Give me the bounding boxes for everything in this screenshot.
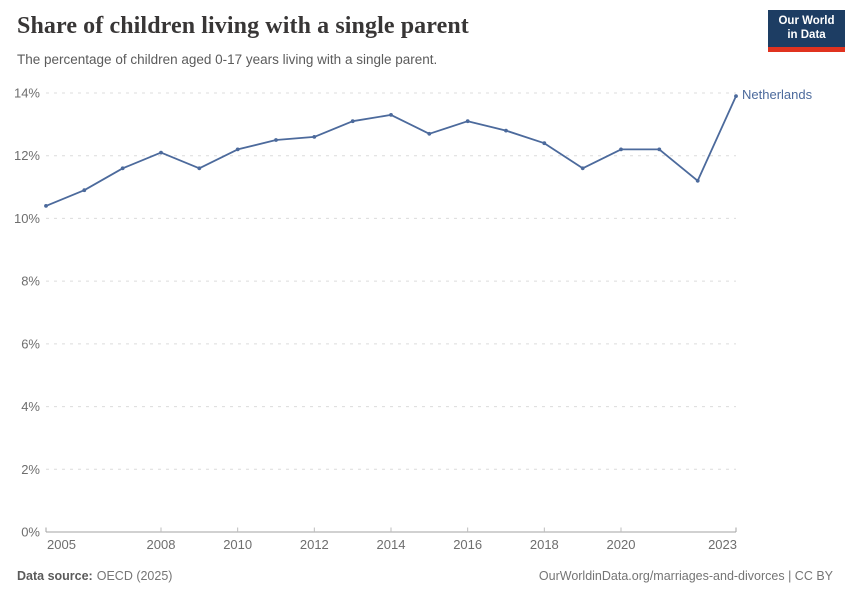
- page-subtitle: The percentage of children aged 0-17 yea…: [17, 52, 438, 67]
- datasource-value: OECD (2025): [96, 569, 173, 583]
- netherlands-point-2020: [619, 147, 623, 152]
- netherlands-point-2023: [734, 94, 738, 98]
- netherlands-point-2006: [82, 188, 87, 193]
- owid-logo-line1: Our World: [778, 15, 835, 27]
- series-label-netherlands: Netherlands: [742, 87, 813, 102]
- netherlands-point-2012: [312, 135, 317, 139]
- y-tick-label-6: 6%: [21, 336, 40, 351]
- x-tick-label-2014: 2014: [377, 537, 406, 552]
- netherlands-point-2010: [235, 147, 240, 152]
- owid-logo-line2: in Data: [787, 28, 826, 41]
- netherlands-point-2005: [44, 204, 48, 208]
- y-tick-label-2: 2%: [21, 462, 40, 477]
- x-tick-label-2018: 2018: [530, 537, 559, 552]
- netherlands-point-2016: [465, 119, 470, 124]
- netherlands-point-2009: [197, 166, 202, 171]
- netherlands-point-2015: [427, 131, 432, 136]
- netherlands-point-2021: [657, 147, 662, 152]
- netherlands-point-2019: [580, 166, 585, 171]
- netherlands-line: [45, 95, 737, 207]
- x-tick-label-2010: 2010: [223, 537, 252, 552]
- x-tick-label-2005: 2005: [47, 537, 76, 552]
- y-tick-label-10: 10%: [14, 211, 40, 226]
- footer-datasource: Data source: OECD (2025): [17, 569, 172, 584]
- netherlands-point-2011: [274, 138, 278, 142]
- netherlands-point-2022: [695, 178, 700, 183]
- page-title: Share of children living with a single p…: [17, 13, 469, 39]
- netherlands-point-2018: [542, 141, 547, 146]
- netherlands-point-2014: [389, 113, 393, 117]
- y-tick-label-8: 8%: [21, 274, 40, 289]
- datasource-label: Data source:: [17, 569, 93, 583]
- netherlands-point-2007: [120, 166, 125, 171]
- y-tick-label-14: 14%: [14, 86, 40, 101]
- netherlands-point-2013: [350, 119, 355, 124]
- y-tick-label-12: 12%: [14, 148, 40, 163]
- footer-credit: OurWorldinData.org/marriages-and-divorce…: [538, 569, 833, 583]
- x-tick-label-2023: 2023: [708, 537, 737, 552]
- owid-logo: Our World in Data: [768, 10, 845, 52]
- netherlands-point-2008: [159, 150, 163, 155]
- x-tick-label-2020: 2020: [607, 537, 636, 552]
- netherlands-point-2017: [504, 128, 508, 133]
- y-tick-label-0: 0%: [21, 525, 40, 540]
- x-tick-label-2012: 2012: [300, 537, 329, 552]
- y-tick-label-4: 4%: [21, 399, 40, 414]
- x-tick-label-2016: 2016: [453, 537, 482, 552]
- x-tick-label-2008: 2008: [147, 537, 176, 552]
